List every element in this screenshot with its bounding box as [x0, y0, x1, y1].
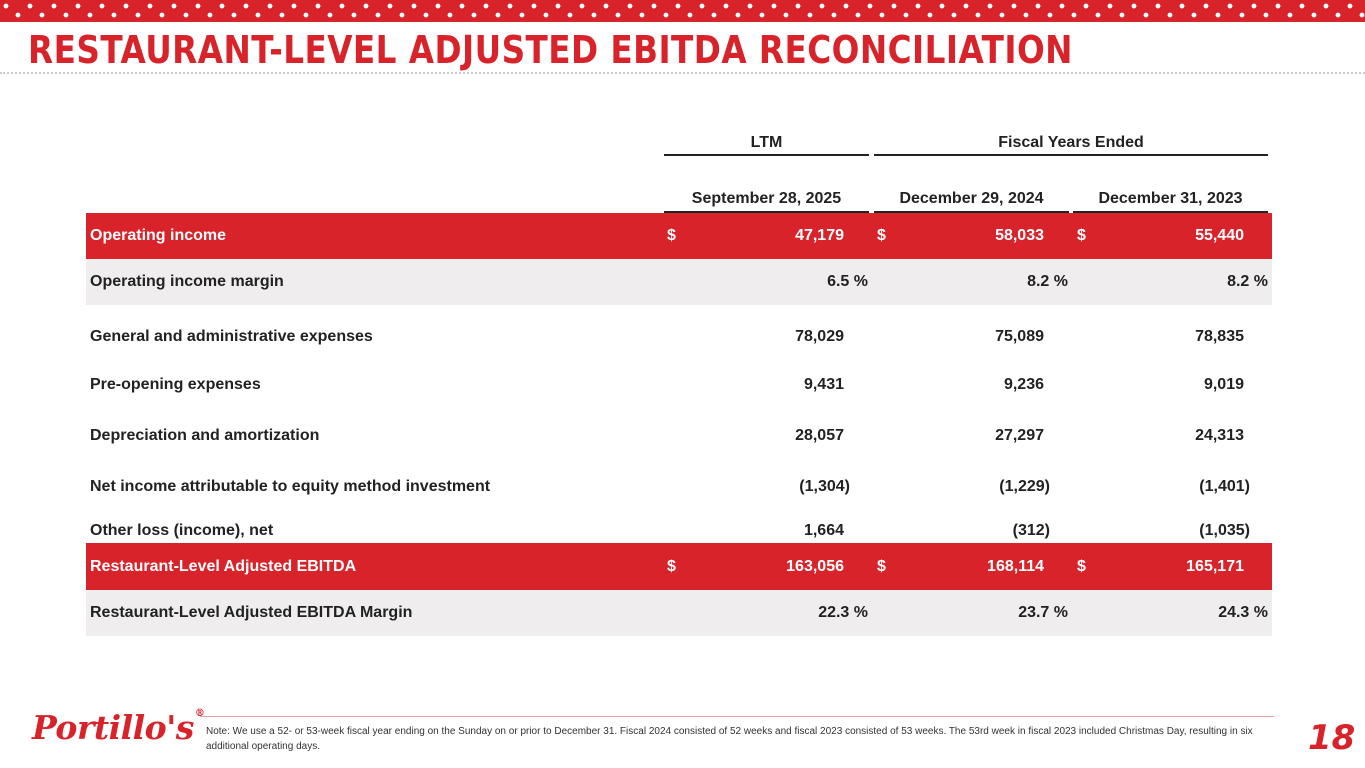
page-title: RESTAURANT-LEVEL ADJUSTED EBITDA RECONCI… [28, 28, 1073, 72]
footnote: Note: We use a 52- or 53-week fiscal yea… [206, 726, 1253, 752]
row-label: Depreciation and amortization [90, 427, 320, 444]
row-label: Restaurant-Level Adjusted EBITDA Margin [90, 604, 413, 621]
table-row: Pre-opening expenses 9,431 9,236 9,019 [86, 362, 1272, 408]
portillos-logo: Portillo's® [32, 708, 205, 747]
decorative-top-band [0, 0, 1365, 22]
value-fy2023: (1,035) [1199, 522, 1250, 539]
value-fy2024: 8.2 % [1027, 273, 1068, 290]
table-row: Restaurant-Level Adjusted EBITDA Margin … [86, 590, 1272, 636]
title-bar [0, 22, 1365, 74]
header-col-underline [874, 211, 1069, 213]
value-ltm: 9,431 [803, 376, 844, 393]
value-fy2023: 78,835 [1195, 328, 1244, 345]
value-fy2024: 27,297 [995, 427, 1044, 444]
table-row: Operating income margin 6.5 % 8.2 % 8.2 … [86, 259, 1272, 305]
header-fiscal-years: Fiscal Years Ended [998, 134, 1144, 151]
value-fy2024: (312) [1012, 522, 1050, 539]
header-ltm-underline [664, 154, 869, 156]
dollar-sign: $ [667, 227, 676, 244]
header-col-underline [664, 211, 869, 213]
row-label: Operating income margin [90, 273, 284, 290]
value-fy2023: (1,401) [1199, 478, 1250, 495]
dollar-sign: $ [1077, 557, 1086, 575]
value-fy2024: 9,236 [1003, 376, 1044, 393]
value-fy2024: 23.7 % [1018, 604, 1068, 621]
table-row: Restaurant-Level Adjusted EBITDA $ 163,0… [86, 543, 1272, 590]
row-label: Net income attributable to equity method… [90, 478, 491, 495]
row-label: Pre-opening expenses [90, 376, 261, 393]
value-ltm: 6.5 % [827, 273, 868, 290]
table-row: Net income attributable to equity method… [86, 464, 1272, 510]
header-col-sep-2025: September 28, 2025 [691, 190, 842, 207]
table-row: General and administrative expenses 78,0… [86, 314, 1272, 360]
footer-divider [200, 716, 1274, 717]
dollar-sign: $ [667, 557, 676, 575]
value-ltm: 22.3 % [818, 604, 868, 621]
value-fy2023: 165,171 [1186, 557, 1244, 575]
value-fy2023: 9,019 [1203, 376, 1244, 393]
row-label: General and administrative expenses [90, 328, 373, 345]
value-fy2024: (1,229) [999, 478, 1050, 495]
row-label: Other loss (income), net [90, 522, 274, 539]
header-ltm: LTM [750, 134, 783, 151]
value-ltm: 1,664 [803, 522, 844, 539]
dollar-sign: $ [1077, 227, 1086, 244]
header-col-dec-2023: December 31, 2023 [1098, 190, 1243, 207]
registered-mark: ® [194, 708, 205, 719]
value-fy2023: 55,440 [1195, 227, 1244, 244]
table-row: Depreciation and amortization 28,057 27,… [86, 413, 1272, 459]
value-fy2023: 24.3 % [1218, 604, 1268, 621]
table-row: Operating income $ 47,179 $ 58,033 $ 55,… [86, 213, 1272, 259]
value-fy2023: 24,313 [1195, 427, 1244, 444]
value-ltm: 28,057 [795, 427, 844, 444]
value-ltm: (1,304) [799, 478, 850, 495]
value-ltm: 78,029 [795, 328, 844, 345]
dollar-sign: $ [877, 227, 886, 244]
value-fy2024: 75,089 [995, 328, 1044, 345]
value-fy2023: 8.2 % [1227, 273, 1268, 290]
header-col-dec-2024: December 29, 2024 [899, 190, 1044, 207]
header-col-underline [1073, 211, 1268, 213]
value-ltm: 47,179 [795, 227, 844, 244]
value-fy2024: 58,033 [995, 227, 1044, 244]
table-row: Other loss (income), net 1,664 (312) (1,… [86, 508, 1272, 554]
row-label: Operating income [90, 227, 227, 244]
row-label: Restaurant-Level Adjusted EBITDA [90, 557, 357, 575]
page-number: 18 [1308, 718, 1356, 758]
logo-text: Portillo's [32, 708, 194, 747]
value-ltm: 163,056 [786, 557, 844, 575]
dollar-sign: $ [877, 557, 886, 575]
value-fy2024: 168,114 [987, 557, 1044, 575]
header-fiscal-underline [874, 154, 1268, 156]
